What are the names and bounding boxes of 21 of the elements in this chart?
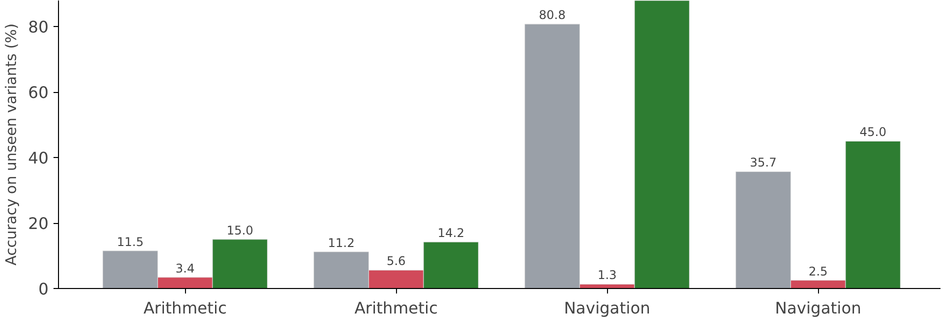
x-tick-label: Arithmetic [354, 298, 438, 318]
y-axis-title: Accuracy on unseen variants (%) [3, 23, 20, 266]
y-tick-label: 40 [28, 148, 48, 168]
y-tick-label: 80 [28, 18, 48, 37]
x-tick-label: Arithmetic [143, 298, 227, 318]
data-label: 14.2 [438, 226, 464, 240]
data-label: 11.2 [328, 236, 355, 250]
x-tick-label: Navigation [564, 298, 650, 318]
data-label: 1.3 [598, 268, 617, 282]
data-label: 3.4 [176, 261, 195, 276]
x-tick-label: Navigation [774, 298, 862, 318]
data-label: 35.7 [750, 156, 777, 170]
y-tick-label: 20 [28, 214, 48, 234]
data-label: 15.0 [226, 223, 254, 238]
data-label: 45.0 [860, 125, 886, 140]
data-label: 2.5 [808, 264, 828, 278]
data-label: 11.5 [116, 234, 144, 249]
y-tick-label: 60 [28, 83, 48, 102]
data-label: 80.8 [538, 8, 566, 22]
y-tick-label: 0 [38, 280, 49, 298]
data-label: 5.6 [386, 254, 406, 268]
